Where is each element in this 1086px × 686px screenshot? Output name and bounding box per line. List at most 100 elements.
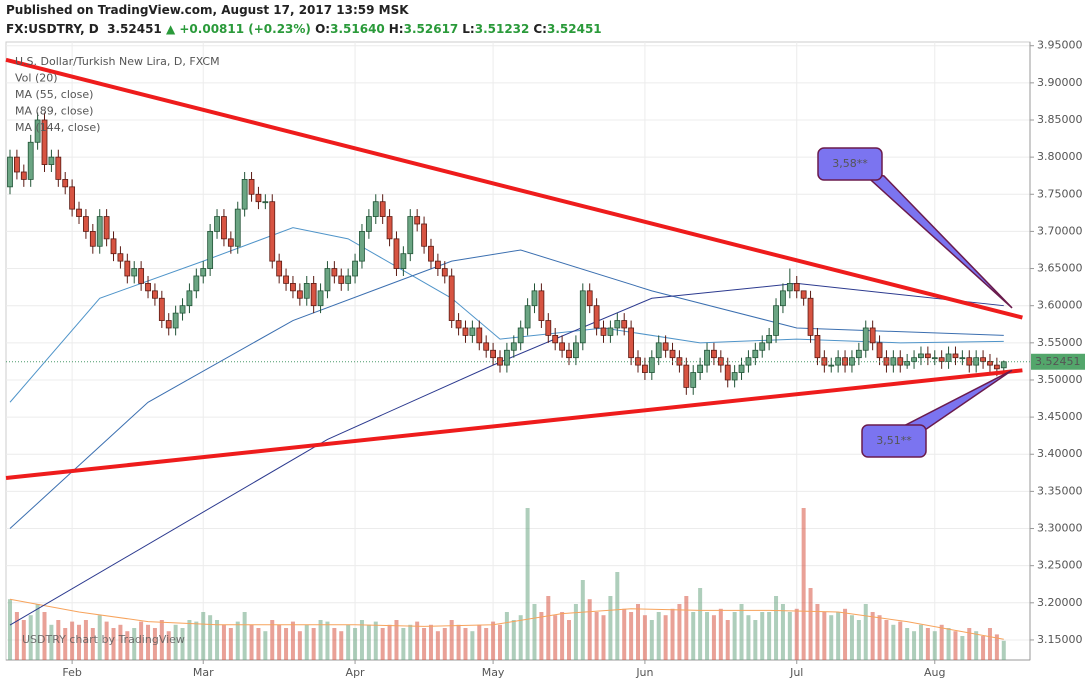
y-tick-label: 3.15000 (1037, 633, 1083, 646)
candle-body (55, 156, 62, 180)
y-tick-label: 3.95000 (1037, 39, 1083, 52)
candle-body (448, 275, 455, 321)
candle-body (731, 372, 738, 381)
candle-body (158, 297, 165, 321)
ohlc-value: 3.51232 (474, 22, 530, 36)
candle-body (103, 216, 110, 240)
volume-bar (932, 631, 937, 660)
volume-bar (939, 624, 944, 660)
last-price-box (1031, 353, 1085, 370)
candle-body (14, 156, 20, 173)
callout-label: 3,58** (832, 157, 868, 170)
candle-body (738, 364, 745, 373)
ma-line (9, 249, 1004, 529)
published: Published on TradingView.com, August 17,… (6, 3, 409, 17)
candle-body (152, 290, 158, 299)
volume-bar (649, 620, 654, 660)
volume-bar (332, 628, 337, 660)
volume-bar (428, 624, 433, 660)
volume-bar (629, 612, 634, 660)
ohlc-label: L: (462, 22, 475, 36)
volume-bar (111, 628, 116, 660)
y-tick-label: 3.70000 (1037, 224, 1083, 237)
candle-body (462, 327, 469, 336)
last-price-label: 3.52451 (1035, 355, 1081, 368)
volume-bar (470, 631, 475, 660)
ohlc-value: 3.52451 (546, 22, 602, 36)
candle-body (697, 364, 704, 373)
trendline (5, 368, 1023, 481)
candle-body (421, 223, 427, 247)
candle-body (469, 327, 476, 336)
candle-body (800, 290, 807, 299)
candle-body (759, 342, 766, 351)
y-tick-label: 3.40000 (1037, 447, 1083, 460)
candle-body (945, 353, 952, 362)
ohlc-label: C: (533, 22, 547, 36)
volume-bar (290, 621, 295, 660)
candle-body (655, 342, 662, 359)
volume-bar (546, 596, 551, 660)
candle-body (931, 357, 938, 360)
volume-bar (215, 620, 220, 660)
volume-bar (208, 615, 213, 660)
candle-body (20, 171, 27, 180)
header: Published on TradingView.com, August 17,… (0, 0, 1086, 42)
volume-bar (891, 624, 896, 660)
candle-body (586, 290, 593, 307)
volume-bar (49, 624, 54, 660)
x-tick-label: May (482, 666, 505, 679)
candle-body (310, 283, 317, 307)
volume-bar (504, 612, 509, 660)
volume-bar (642, 615, 647, 660)
candle-body (552, 335, 559, 344)
y-tick-label: 3.85000 (1037, 113, 1083, 126)
legend-entry: Vol (20) (15, 72, 58, 85)
volume-bar (801, 508, 806, 660)
volume-bar (912, 631, 917, 660)
candle-body (48, 156, 55, 165)
candle-body (662, 342, 669, 351)
candle-body (414, 216, 421, 225)
candle-body (1000, 361, 1007, 369)
candle-body (131, 268, 138, 277)
candle-body (704, 349, 710, 366)
ohlc-value: 3.52617 (403, 22, 459, 36)
volume-bar (373, 621, 378, 660)
volume-bar (974, 631, 979, 660)
candle-body (648, 357, 655, 373)
candle-body (842, 357, 848, 366)
volume-bar (918, 624, 923, 660)
candle-body (290, 283, 296, 292)
candle-body (869, 327, 876, 344)
candle-body (904, 360, 911, 366)
candle-body (579, 290, 586, 344)
volume-bar (387, 624, 392, 660)
candle-body (973, 357, 980, 366)
volume-bar (77, 624, 82, 660)
candle-body (7, 156, 13, 188)
volume-bar (235, 621, 240, 660)
volume-bar (511, 620, 516, 660)
volume-bar (898, 621, 903, 660)
legend-entry: U.S. Dollar/Turkish New Lira, D, FXCM (15, 55, 220, 68)
ma-line (9, 227, 1004, 403)
candle-body (296, 290, 303, 299)
volume-bar (304, 624, 309, 660)
volume-bar (967, 628, 972, 660)
y-tick-label: 3.45000 (1037, 410, 1083, 423)
volume-bar (435, 631, 440, 660)
x-tick-label: Apr (346, 666, 366, 679)
plot-bg (5, 41, 1031, 661)
candle-body (393, 238, 400, 269)
volume-bar (580, 580, 585, 660)
candle-body (76, 208, 82, 217)
candle-body (145, 283, 151, 292)
y-tick-label: 3.50000 (1037, 373, 1083, 386)
candle-body (207, 231, 214, 269)
volume-bar (346, 624, 351, 660)
candle-body (780, 290, 786, 307)
volume-bar (746, 615, 751, 660)
